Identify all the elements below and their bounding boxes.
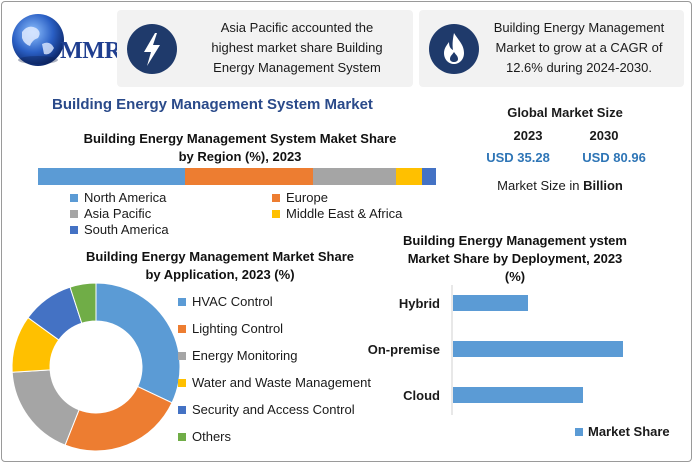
region-bar-segment bbox=[396, 168, 423, 185]
donut-slice bbox=[95, 282, 181, 404]
legend-label: North America bbox=[84, 190, 167, 205]
region-stacked-bar bbox=[38, 168, 436, 185]
category-label: On-premise bbox=[368, 342, 440, 357]
callout-text: Building Energy Management Market to gro… bbox=[479, 18, 679, 78]
flame-icon bbox=[429, 24, 479, 74]
year-2030: 2030 bbox=[589, 128, 619, 143]
deployment-chart-title: Building Energy Management ystem Market … bbox=[380, 232, 650, 286]
globe-icon bbox=[12, 14, 64, 66]
legend-swatch bbox=[70, 225, 78, 234]
application-title-line: Building Energy Management Market Share bbox=[85, 249, 354, 264]
legend-swatch bbox=[178, 324, 186, 333]
callout-line: Market to grow at a CAGR of bbox=[495, 40, 663, 55]
callout-line: Asia Pacific accounted the bbox=[220, 20, 374, 35]
legend-item: Asia Pacific bbox=[70, 206, 151, 221]
legend-item: HVAC Control bbox=[178, 294, 273, 309]
global-market-title: Global Market Size bbox=[507, 105, 623, 120]
region-bar-segment bbox=[185, 168, 313, 185]
legend-label: Market Share bbox=[588, 424, 670, 439]
lightning-bolt-icon bbox=[127, 24, 177, 74]
main-title: Building Energy Management System Market bbox=[52, 96, 373, 113]
legend-swatch bbox=[178, 351, 186, 360]
legend-label: Lighting Control bbox=[192, 321, 284, 336]
legend-swatch bbox=[272, 209, 280, 218]
legend-item: Lighting Control bbox=[178, 321, 283, 336]
legend-swatch bbox=[70, 209, 78, 218]
category-label: Cloud bbox=[403, 388, 440, 403]
legend-swatch bbox=[272, 193, 280, 202]
logo-text: MMR bbox=[60, 38, 122, 64]
legend-item: Energy Monitoring bbox=[178, 348, 298, 363]
deployment-bar bbox=[453, 387, 583, 403]
region-bar-segment bbox=[422, 168, 436, 185]
mmr-logo: MMR bbox=[8, 10, 122, 76]
callout-line: 12.6% during 2024-2030. bbox=[505, 60, 652, 75]
region-title-line: Building Energy Management System Maket … bbox=[83, 131, 397, 146]
legend-item: North America bbox=[70, 190, 166, 205]
legend-item: South America bbox=[70, 222, 169, 237]
legend-swatch bbox=[575, 428, 583, 436]
deployment-bar-chart: Hybrid On-premise Cloud Market Share bbox=[368, 285, 670, 439]
note-prefix: Market Size in bbox=[497, 178, 584, 193]
legend-swatch bbox=[178, 297, 186, 306]
note-unit: Billion bbox=[583, 178, 623, 193]
deployment-title-line: (%) bbox=[504, 269, 526, 284]
region-bar-segment bbox=[38, 168, 186, 185]
region-title-line: by Region (%), 2023 bbox=[178, 149, 302, 164]
legend-label: Water and Waste Management bbox=[192, 375, 371, 390]
callout-asia-pacific: Asia Pacific accounted the highest marke… bbox=[117, 10, 413, 87]
application-chart-title: Building Energy Management Market Share … bbox=[40, 248, 400, 284]
deployment-title-line: Market Share by Deployment, 2023 bbox=[407, 251, 623, 266]
legend-item: Europe bbox=[272, 190, 328, 205]
application-title-line: by Application, 2023 (%) bbox=[145, 267, 295, 282]
legend-label: Asia Pacific bbox=[84, 206, 152, 221]
callout-text: Asia Pacific accounted the highest marke… bbox=[187, 18, 407, 78]
legend-item: Others bbox=[178, 429, 231, 444]
region-chart-title: Building Energy Management System Maket … bbox=[40, 130, 440, 166]
callout-line: highest market share Building bbox=[211, 40, 383, 55]
legend-item: Water and Waste Management bbox=[178, 375, 371, 390]
value-2023: USD 35.28 bbox=[486, 150, 550, 165]
callout-line: Energy Management System bbox=[213, 60, 381, 75]
legend-item: Middle East & Africa bbox=[272, 206, 402, 221]
legend-label: Europe bbox=[286, 190, 328, 205]
callout-line: Building Energy Management bbox=[493, 20, 665, 35]
donut-slice bbox=[69, 282, 97, 324]
region-bar-segment bbox=[312, 168, 397, 185]
legend-item: Security and Access Control bbox=[178, 402, 355, 417]
legend-label: Others bbox=[192, 429, 232, 444]
value-2030: USD 80.96 bbox=[582, 150, 646, 165]
donut-slice bbox=[64, 385, 173, 452]
legend-label: Energy Monitoring bbox=[192, 348, 298, 363]
deployment-title-line: Building Energy Management ystem bbox=[403, 233, 627, 248]
legend-label: South America bbox=[84, 222, 169, 237]
legend-swatch bbox=[178, 432, 186, 441]
category-label: Hybrid bbox=[399, 296, 440, 311]
legend-label: Middle East & Africa bbox=[286, 206, 403, 221]
year-2023: 2023 bbox=[513, 128, 543, 143]
deployment-bar bbox=[453, 341, 623, 357]
callout-cagr: Building Energy Management Market to gro… bbox=[419, 10, 684, 87]
legend-swatch bbox=[70, 193, 78, 202]
donut-slice bbox=[11, 369, 80, 446]
legend-swatch bbox=[178, 378, 186, 387]
legend-swatch bbox=[178, 405, 186, 414]
legend-label: HVAC Control bbox=[192, 294, 273, 309]
legend-label: Security and Access Control bbox=[192, 402, 355, 417]
deployment-bar bbox=[453, 295, 528, 311]
application-donut-chart bbox=[11, 282, 181, 452]
market-size-note: Market Size in Billion bbox=[480, 178, 640, 193]
